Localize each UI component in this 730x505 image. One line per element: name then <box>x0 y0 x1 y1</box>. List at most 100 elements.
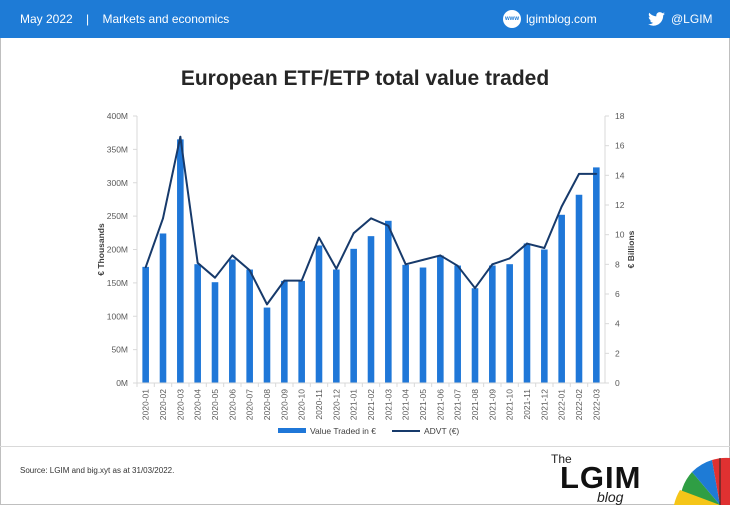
chart: European ETF/ETP total value traded 0M 50… <box>96 67 636 436</box>
x-tick-label: 2020-10 <box>297 389 307 420</box>
bar <box>558 214 565 383</box>
x-tick-label: 2021-03 <box>383 389 393 420</box>
bar <box>419 267 427 383</box>
y2-tick-label: 2 <box>615 348 620 358</box>
y2-tick-label: 18 <box>615 111 625 121</box>
legend-label-bars: Value Traded in € <box>310 426 376 436</box>
x-tick-label: 2022-03 <box>591 389 601 420</box>
y-tick-label: 200M <box>107 245 128 255</box>
line-point <box>578 172 580 175</box>
y2-tick-label: 8 <box>615 259 620 269</box>
umbrella-icon <box>674 457 730 505</box>
source-note: Source: LGIM and big.xyt as at 31/03/202… <box>20 466 175 475</box>
line-point <box>162 217 164 220</box>
y2-tick-label: 0 <box>615 378 620 388</box>
line-point <box>283 279 286 282</box>
bar <box>489 265 496 383</box>
bar <box>177 139 184 383</box>
line-point <box>318 236 320 239</box>
bar <box>385 220 392 383</box>
y-axis-label: € Thousands <box>96 223 106 276</box>
lgim-blog-logo: The LGIM blog <box>540 450 730 505</box>
y2-tick-label: 12 <box>615 200 625 210</box>
bar <box>194 264 201 383</box>
x-tick-label: 2020-05 <box>210 389 220 420</box>
bar <box>367 236 375 383</box>
x-tick-label: 2021-02 <box>366 389 376 420</box>
y-tick-label: 400M <box>107 111 128 121</box>
x-tick-label: 2022-02 <box>574 389 584 420</box>
line-point <box>456 264 459 267</box>
y-tick-label: 100M <box>107 311 128 321</box>
y-tick-label: 150M <box>107 278 128 288</box>
x-tick-label: 2021-04 <box>401 389 411 420</box>
x-tick-label: 2021-10 <box>505 389 515 420</box>
legend: Value Traded in € ADVT (€) <box>278 426 459 436</box>
y-tick-label: 250M <box>107 211 128 221</box>
section-link[interactable]: Markets and economics <box>102 12 230 26</box>
logo-the: The <box>551 452 572 466</box>
y2-tick-label: 4 <box>615 319 620 329</box>
line-point <box>266 303 268 306</box>
x-tick-label: 2020-02 <box>158 389 168 420</box>
bar <box>229 259 236 383</box>
y2-axis-label: € Billions <box>626 230 636 268</box>
blog-link[interactable]: www lgimblog.com <box>503 9 597 29</box>
y2-tick-label: 6 <box>615 289 620 299</box>
line-point <box>422 258 424 261</box>
bar <box>454 265 461 383</box>
y2-tick-label: 10 <box>615 230 625 240</box>
x-tick-label: 2020-09 <box>279 389 289 420</box>
legend-swatch-bars <box>278 428 306 433</box>
x-tick-label: 2021-05 <box>418 389 428 420</box>
breadcrumb: May 2022 | Markets and economics <box>20 12 229 26</box>
bar <box>315 245 323 383</box>
legend-label-line: ADVT (€) <box>424 426 459 436</box>
footer-divider <box>0 446 730 447</box>
web-icon: www <box>503 10 521 28</box>
x-tick-label: 2020-01 <box>141 389 151 420</box>
bar <box>246 269 253 383</box>
x-tick-label: 2021-01 <box>349 389 359 420</box>
y2-tick-label: 16 <box>615 141 625 151</box>
line-point <box>474 287 476 289</box>
bar <box>541 249 548 383</box>
logo-lgim: LGIM <box>560 460 642 495</box>
x-tick-label: 2020-07 <box>245 389 255 420</box>
x-tick-label: 2021-12 <box>539 389 549 420</box>
bar <box>263 307 271 383</box>
line-point <box>144 266 147 269</box>
line-point <box>179 135 182 138</box>
x-tick-label: 2021-09 <box>487 389 497 420</box>
x-tick-label: 2021-08 <box>470 389 480 420</box>
breadcrumb-separator: | <box>86 12 90 26</box>
blog-link-label: lgimblog.com <box>526 12 597 26</box>
x-tick-label: 2020-03 <box>175 389 185 420</box>
line-point <box>508 257 511 260</box>
x-tick-label: 2020-04 <box>193 389 203 420</box>
bar <box>298 280 305 383</box>
twitter-link[interactable]: @LGIM <box>648 9 713 29</box>
x-tick-label: 2020-06 <box>227 389 237 420</box>
y-tick-label: 0M <box>116 378 128 388</box>
line-point <box>196 261 199 264</box>
line-point <box>300 279 303 282</box>
x-tick-label: 2021-07 <box>453 389 463 420</box>
line-point <box>387 224 390 227</box>
line-point <box>214 276 216 279</box>
x-tick-label: 2020-12 <box>331 389 341 420</box>
bar <box>523 243 531 383</box>
bar <box>281 280 288 383</box>
twitter-icon <box>648 12 665 26</box>
line-point <box>560 205 563 208</box>
x-tick-label: 2021-11 <box>522 389 532 420</box>
top-bar: May 2022 | Markets and economics www lgi… <box>0 0 730 38</box>
line-point <box>248 269 251 272</box>
line-point <box>231 254 234 257</box>
logo-blog: blog <box>597 489 624 505</box>
line-point <box>439 254 442 257</box>
line-point <box>491 263 494 266</box>
x-tick-label: 2021-06 <box>435 389 445 420</box>
line-point <box>543 247 546 249</box>
bar <box>471 288 479 383</box>
